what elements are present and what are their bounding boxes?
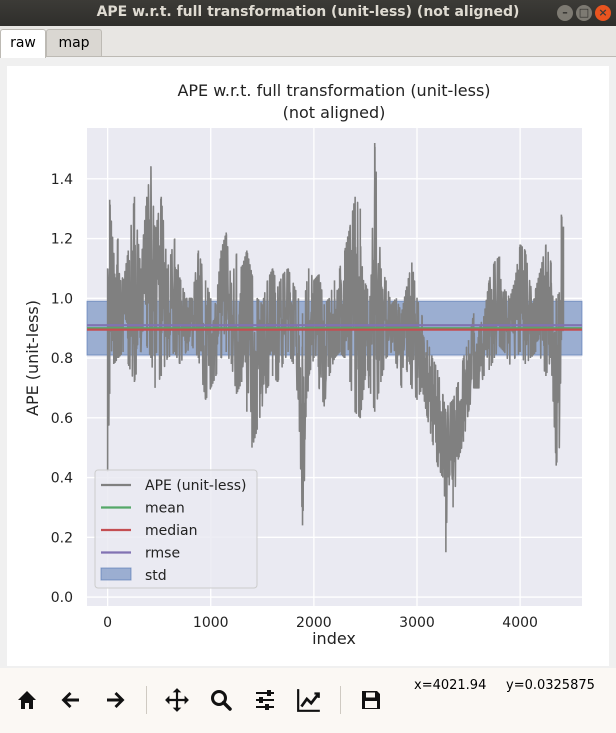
y-tick-label: 0.0 xyxy=(51,590,73,606)
legend-box xyxy=(94,469,258,589)
y-tick-label: 0.6 xyxy=(51,411,73,427)
tab-bar: raw map xyxy=(0,26,616,58)
stat-lines-layer xyxy=(87,324,582,331)
navigation-toolbar: x=4021.94 y=0.0325875 xyxy=(0,668,616,733)
x-tick-label: 3000 xyxy=(399,615,435,631)
x-tick-label: 0 xyxy=(103,615,112,631)
x-tick-label: 1000 xyxy=(193,615,229,631)
legend-label: APE (unit-less) xyxy=(145,478,247,494)
edit-axes-button[interactable] xyxy=(291,682,327,718)
chart-subtitle: (not aligned) xyxy=(283,103,386,122)
legend-swatch-std xyxy=(100,567,132,581)
legend-label: median xyxy=(145,523,197,539)
save-button[interactable] xyxy=(353,682,389,718)
y-tick-label: 0.4 xyxy=(51,471,73,487)
x-coordinate-readout: x=4021.94 xyxy=(414,678,487,693)
legend: APE (unit-less) mean median rmse std xyxy=(94,469,258,589)
maximize-icon[interactable]: □ xyxy=(576,5,592,21)
legend-label: rmse xyxy=(145,546,180,562)
back-button[interactable] xyxy=(53,682,89,718)
home-button[interactable] xyxy=(9,682,45,718)
x-tick-label: 4000 xyxy=(502,615,538,631)
legend-label: std xyxy=(145,568,167,584)
window-title: APE w.r.t. full transformation (unit-les… xyxy=(96,4,520,20)
y-tick-label: 1.2 xyxy=(51,232,73,248)
y-tick-label: 1.0 xyxy=(51,291,73,307)
y-coordinate-readout: y=0.0325875 xyxy=(506,678,595,693)
y-tick-label: 1.4 xyxy=(51,172,73,188)
y-tick-label: 0.2 xyxy=(51,530,73,546)
pan-button[interactable] xyxy=(159,682,195,718)
close-icon[interactable]: × xyxy=(595,5,611,21)
zoom-icon xyxy=(211,690,232,711)
pan-move-icon xyxy=(165,688,189,712)
y-axis-label: APE (unit-less) xyxy=(23,300,42,416)
forward-button[interactable] xyxy=(97,682,133,718)
ape-series-layer xyxy=(106,142,565,553)
legend-label: mean xyxy=(145,501,185,517)
x-tick-label: 2000 xyxy=(296,615,332,631)
ape-line xyxy=(106,142,565,553)
toolbar-separator xyxy=(146,686,147,714)
x-axis-label: index xyxy=(312,629,356,648)
configure-subplots-button[interactable] xyxy=(247,682,283,718)
chart-title: APE w.r.t. full transformation (unit-les… xyxy=(177,81,490,100)
back-arrow-icon xyxy=(61,692,79,708)
tab-map[interactable]: map xyxy=(46,29,102,56)
tab-raw[interactable]: raw xyxy=(0,29,46,58)
axis-ticks: 0 1000 2000 3000 4000 0.0 0.2 0.4 0.6 0.8 1.0 1.2 1.… xyxy=(51,172,538,631)
home-icon xyxy=(18,691,36,709)
save-icon xyxy=(362,691,380,709)
forward-arrow-icon xyxy=(107,692,125,708)
configure-subplots-icon xyxy=(256,690,274,710)
minimize-icon[interactable]: – xyxy=(557,5,573,21)
y-tick-label: 0.8 xyxy=(51,351,73,367)
edit-axes-icon xyxy=(297,689,320,712)
zoom-button[interactable] xyxy=(203,682,239,718)
figure-canvas[interactable]: APE w.r.t. full transformation (unit-les… xyxy=(7,66,609,666)
ape-chart[interactable]: APE w.r.t. full transformation (unit-les… xyxy=(7,66,609,666)
window-titlebar: APE w.r.t. full transformation (unit-les… xyxy=(0,0,616,26)
toolbar-separator xyxy=(340,686,341,714)
